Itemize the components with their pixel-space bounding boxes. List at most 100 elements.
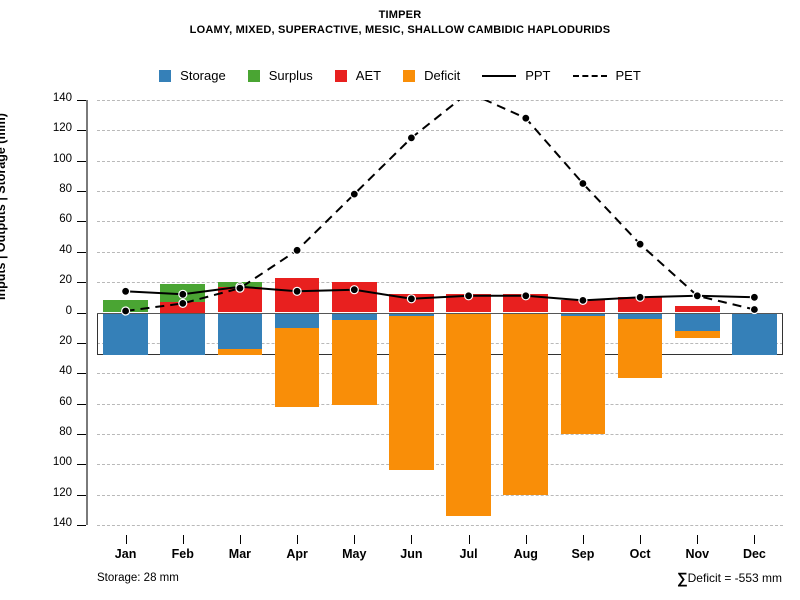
marker-ppt xyxy=(578,295,588,305)
marker-pet xyxy=(635,239,645,249)
bar-segment-deficit[interactable] xyxy=(560,315,606,434)
deficit-note-text: Deficit = -553 mm xyxy=(687,571,782,585)
marker-ppt xyxy=(292,286,302,296)
solid-line-icon xyxy=(482,74,517,77)
bar-segment-storage[interactable] xyxy=(617,312,663,319)
legend-label: PET xyxy=(615,68,641,83)
bar-segment-aet[interactable] xyxy=(674,306,720,313)
marker-ppt xyxy=(349,285,359,295)
bar-segment-storage[interactable] xyxy=(389,312,434,316)
y-axis-tick xyxy=(77,525,86,526)
y-axis-tick xyxy=(77,251,86,253)
bar-segment-aet[interactable] xyxy=(617,297,663,313)
title-line-2: LOAMY, MIXED, SUPERACTIVE, MESIC, SHALLO… xyxy=(189,24,611,36)
x-axis-label-dec: Dec xyxy=(742,547,766,561)
y-axis-tick-label: 40 xyxy=(59,243,72,256)
gridline xyxy=(97,373,783,375)
legend-item-storage[interactable]: Storage xyxy=(159,68,226,83)
legend-item-aet[interactable]: AET xyxy=(334,68,381,83)
bar-segment-aet[interactable] xyxy=(560,300,606,313)
marker-ppt xyxy=(121,286,131,296)
gridline xyxy=(97,282,783,284)
bar-segment-deficit[interactable] xyxy=(331,320,377,406)
bar-segment-storage[interactable] xyxy=(331,312,377,321)
y-axis-tick-label: 60 xyxy=(59,395,72,408)
x-axis-label-oct: Oct xyxy=(629,547,651,561)
square-swatch-icon xyxy=(403,69,416,82)
bar-segment-storage[interactable] xyxy=(732,312,777,355)
x-axis-label-jul: Jul xyxy=(459,547,478,561)
legend-item-deficit[interactable]: Deficit xyxy=(403,68,460,83)
gridline xyxy=(97,130,783,132)
y-axis-tick-label: 100 xyxy=(52,152,72,165)
legend-label: Storage xyxy=(180,68,226,83)
y-axis-tick xyxy=(77,221,86,223)
y-axis-ticks: 140 120 100 80 60 40 20 0 20 40 60 80 100 120 140 xyxy=(0,92,86,529)
x-axis-label-apr: Apr xyxy=(286,547,308,561)
x-axis-labels: Jan Feb Mar Apr May Jun Jul Aug Sep Oct Nov Dec xyxy=(97,535,783,561)
bar-segment-aet[interactable] xyxy=(446,294,491,313)
soil-water-capacity-box xyxy=(97,312,783,355)
y-axis-tick xyxy=(77,433,86,435)
legend-item-surplus[interactable]: Surplus xyxy=(247,68,313,83)
x-axis-tick xyxy=(182,535,184,544)
gridline xyxy=(97,251,783,253)
marker-ppt xyxy=(464,291,474,301)
y-axis-tick-label: 140 xyxy=(52,517,72,529)
bar-segment-deficit[interactable] xyxy=(617,318,663,378)
marker-pet xyxy=(292,245,302,255)
square-swatch-icon xyxy=(247,69,260,82)
bar-segment-storage[interactable] xyxy=(274,312,320,328)
y-axis-tick-label: 60 xyxy=(59,213,72,226)
marker-ppt xyxy=(749,292,760,302)
y-axis-tick-label: 20 xyxy=(59,334,72,347)
y-axis-line xyxy=(86,100,88,525)
y-axis-tick xyxy=(77,282,86,284)
y-axis-tick xyxy=(77,464,86,466)
y-axis-tick xyxy=(77,312,86,314)
x-axis-label-mar: Mar xyxy=(228,547,252,561)
bar-segment-storage[interactable] xyxy=(560,312,606,316)
marker-pet xyxy=(692,291,702,301)
bar-segment-storage[interactable] xyxy=(217,312,263,349)
bar-segment-deficit[interactable] xyxy=(674,330,720,339)
bar-segment-deficit[interactable] xyxy=(274,327,320,407)
y-axis-tick-label: 120 xyxy=(52,122,72,135)
gridline xyxy=(97,464,783,466)
marker-pet xyxy=(349,189,359,199)
y-axis-tick xyxy=(77,403,86,405)
line-ppt xyxy=(125,285,755,302)
bar-segment-deficit[interactable] xyxy=(217,348,263,355)
y-axis-tick-label: 40 xyxy=(59,365,72,378)
square-swatch-icon xyxy=(334,69,347,82)
x-axis-label-sep: Sep xyxy=(571,547,595,561)
y-axis-tick xyxy=(77,100,86,101)
zero-line xyxy=(97,312,783,314)
y-axis-tick xyxy=(77,160,86,162)
bar-segment-deficit[interactable] xyxy=(389,315,434,471)
y-axis-tick-label: 80 xyxy=(59,425,72,438)
gridline xyxy=(97,403,783,405)
marker-pet xyxy=(521,113,531,123)
x-axis-tick xyxy=(411,535,413,544)
bar-segment-storage[interactable] xyxy=(674,312,720,331)
bar-segment-deficit[interactable] xyxy=(446,314,491,516)
legend-item-ppt[interactable]: PPT xyxy=(482,68,551,83)
y-axis-tick-label: 20 xyxy=(59,274,72,287)
x-axis-tick xyxy=(582,535,584,544)
legend-label: PPT xyxy=(525,68,551,83)
bar-segment-aet[interactable] xyxy=(503,294,549,313)
legend-item-pet[interactable]: PET xyxy=(572,68,641,83)
x-axis-tick xyxy=(239,535,241,544)
gridline xyxy=(97,100,783,101)
bar-segment-storage[interactable] xyxy=(160,312,206,355)
y-axis-label: Inputs | Outputs | Storage (mm) xyxy=(0,113,8,300)
gridline xyxy=(97,494,783,496)
bar-segment-deficit[interactable] xyxy=(503,314,549,495)
x-axis-label-aug: Aug xyxy=(513,547,538,561)
bar-segment-storage[interactable] xyxy=(103,312,148,355)
x-axis-label-nov: Nov xyxy=(685,547,710,561)
legend-label: Deficit xyxy=(424,68,461,83)
x-axis-tick xyxy=(754,535,756,544)
